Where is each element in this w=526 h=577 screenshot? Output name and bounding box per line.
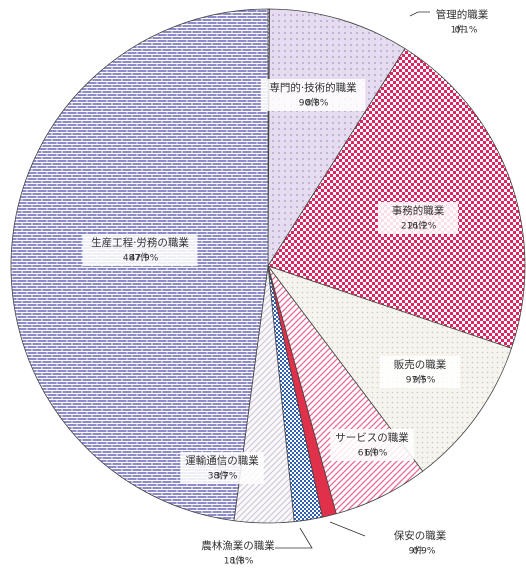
category-label: 農林漁業の職業 — [201, 539, 275, 552]
percent-label: 9.5% — [413, 376, 436, 386]
pie-slice — [267, 8, 406, 268]
category-label: 販売の職業 — [394, 358, 447, 371]
leader-line — [329, 521, 366, 537]
count-label: 9件 — [409, 545, 424, 557]
label-bg — [82, 234, 198, 266]
category-label: 管理的職業 — [436, 8, 489, 21]
category-label: 事務的職業 — [392, 204, 445, 217]
label-bg — [378, 202, 458, 234]
category-label: サービスの職業 — [335, 431, 409, 444]
count-label: 487件 — [123, 252, 149, 264]
percent-label: 21.2% — [408, 222, 437, 232]
category-label: 保安の職業 — [394, 529, 447, 542]
slice-label: 管理的職業 1件0.1% — [409, 8, 489, 36]
percent-label: 6.0% — [365, 449, 388, 459]
leader-line — [409, 11, 430, 17]
count-label: 18件 — [224, 555, 244, 567]
count-label: 97件 — [406, 374, 426, 386]
category-label: 運輸通信の職業 — [185, 454, 259, 467]
count-label: 90件 — [299, 97, 319, 109]
percent-label: 3.7% — [215, 472, 238, 482]
count-label: 216件 — [401, 220, 427, 232]
category-label: 専門的·技術的職業 — [269, 81, 357, 94]
count-label: 61件 — [358, 447, 378, 459]
count-label: 1件 — [451, 24, 466, 36]
percent-label: 47.9% — [130, 254, 159, 264]
count-label: 38件 — [208, 470, 228, 482]
leader-line — [275, 527, 313, 549]
percent-label: 0.9% — [413, 547, 436, 557]
label-bg — [380, 356, 460, 388]
label-bg — [180, 452, 264, 484]
percent-label: 8.8% — [306, 99, 329, 109]
percent-label: 1.8% — [231, 557, 254, 567]
label-bg — [330, 429, 414, 461]
percent-label: 0.1% — [455, 26, 478, 36]
label-bg — [260, 79, 366, 111]
category-label: 生産工程·労務の職業 — [91, 236, 189, 249]
slice-label: 保安の職業 9件0.9% — [329, 521, 447, 557]
pie-slice — [267, 48, 526, 349]
